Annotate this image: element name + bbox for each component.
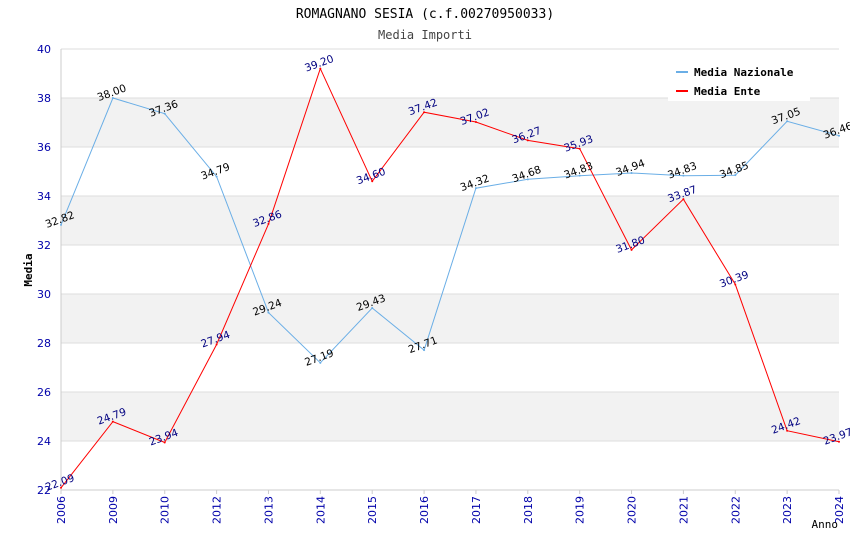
legend-box: [668, 61, 810, 101]
x-tick-label: 2018: [522, 496, 535, 524]
series-line: [60, 67, 840, 489]
data-point: [371, 306, 374, 309]
y-tick-label: 26: [37, 386, 51, 399]
legend: Media Nazionale Media Ente: [668, 61, 810, 101]
data-point: [734, 283, 737, 286]
x-tick-label: 2016: [418, 496, 431, 524]
data-point: [111, 420, 114, 423]
data-point: [630, 171, 633, 174]
y-tick-label: 38: [37, 92, 51, 105]
chart-title: ROMAGNANO SESIA (c.f.00270950033): [296, 7, 554, 22]
axes: 22 24 26 28 30 32 34 36 38 40 2006 2009 2010 2012 2013…: [37, 43, 846, 524]
y-tick-label: 32: [37, 239, 51, 252]
plot-band: [61, 196, 839, 245]
data-point: [371, 180, 374, 183]
y-axis-label: Media: [22, 253, 35, 286]
data-point: [630, 248, 633, 251]
y-tick-label: 40: [37, 43, 51, 56]
x-tick-label: 2009: [107, 496, 120, 524]
data-point: [786, 429, 789, 432]
x-tick-label: 2019: [574, 496, 587, 524]
data-point: [423, 349, 426, 352]
y-tick-label: 36: [37, 141, 51, 154]
x-tick-label: 2010: [159, 496, 172, 524]
data-point: [838, 134, 840, 137]
x-tick-label: 2020: [626, 496, 639, 524]
data-point: [60, 223, 62, 226]
data-point: [526, 139, 529, 142]
data-point: [838, 440, 840, 443]
gridlines: [61, 48, 839, 491]
data-point: [215, 343, 218, 346]
plot-band: [61, 294, 839, 343]
y-tick-label: 28: [37, 337, 51, 350]
legend-label: Media Nazionale: [694, 66, 794, 79]
plot-band: [61, 392, 839, 441]
y-tick-label: 30: [37, 288, 51, 301]
data-point: [474, 121, 477, 124]
y-tick-label: 24: [37, 435, 51, 448]
x-tick-label: 2015: [366, 496, 379, 524]
data-point: [111, 97, 114, 99]
data-label: 22.09: [44, 472, 76, 494]
x-tick-label: 2021: [677, 496, 690, 524]
legend-label: Media Ente: [694, 85, 761, 98]
data-point: [319, 361, 322, 364]
chart-subtitle: Media Importi: [378, 28, 472, 42]
data-point: [474, 187, 477, 190]
x-tick-label: 2023: [781, 496, 794, 524]
data-point: [215, 175, 218, 178]
data-point: [578, 147, 581, 150]
x-tick-label: 2017: [470, 496, 483, 524]
data-point: [682, 198, 685, 201]
data-point: [60, 486, 62, 489]
data-point: [682, 174, 685, 177]
data-point: [786, 120, 789, 123]
data-point: [267, 311, 270, 314]
x-tick-label: 2022: [729, 496, 742, 524]
data-point: [526, 178, 529, 181]
plot-band: [61, 441, 839, 490]
data-point: [163, 441, 166, 444]
y-tick-label: 34: [37, 190, 51, 203]
plot-band: [61, 98, 839, 147]
x-tick-label: 2024: [833, 496, 846, 524]
x-tick-label: 2006: [55, 496, 68, 524]
data-point: [267, 222, 270, 225]
data-point: [163, 112, 166, 115]
x-tick-label: 2013: [262, 496, 275, 524]
data-point: [319, 67, 322, 70]
data-point: [734, 174, 737, 177]
plot-band: [61, 343, 839, 392]
plot-band: [61, 147, 839, 196]
x-axis-label: Anno: [812, 518, 839, 531]
series-layer: [60, 67, 840, 489]
data-point: [423, 111, 426, 114]
x-tick-label: 2012: [211, 496, 224, 524]
data-point: [578, 174, 581, 177]
series-line: [60, 97, 840, 364]
x-tick-label: 2014: [314, 496, 327, 524]
y-tick-label: 22: [37, 484, 51, 497]
